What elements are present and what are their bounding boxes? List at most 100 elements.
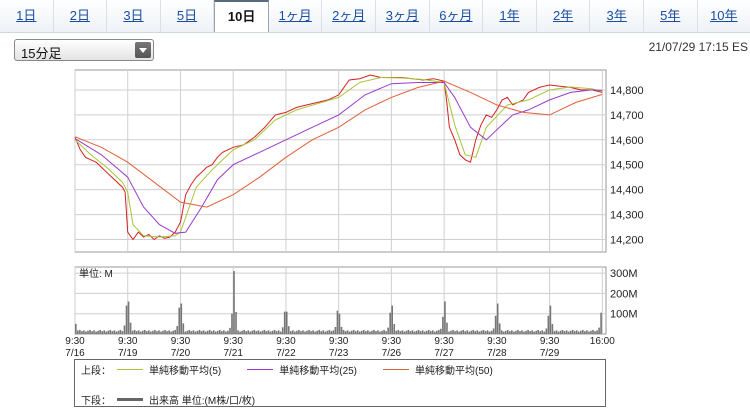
x-tick-date: 7/16 [65, 348, 85, 359]
volume-unit-label: 単位: M [79, 267, 113, 280]
volume-bar [253, 329, 256, 334]
volume-bar [279, 331, 282, 334]
series-line-ma-1 [74, 76, 603, 238]
x-tick-time: 9:30 [276, 336, 296, 347]
volume-bar [577, 331, 580, 334]
chevron-down-icon[interactable] [135, 42, 151, 58]
tab-7[interactable]: 2ヶ月 [322, 0, 377, 32]
volume-bar [247, 330, 250, 334]
volume-bar [174, 329, 177, 334]
legend-swatch-2 [247, 368, 274, 370]
volume-bar [109, 329, 112, 334]
x-tick-time: 9:30 [382, 336, 402, 347]
volume-bar [119, 329, 122, 334]
legend-swatch-3 [383, 368, 410, 370]
volume-bar [251, 330, 254, 334]
volume-bar [178, 307, 181, 334]
tab-6[interactable]: 1ヶ月 [268, 0, 323, 32]
volume-bar [427, 329, 430, 334]
volume-bar [148, 330, 150, 334]
volume-bar [523, 331, 525, 334]
tab-14[interactable]: 10年 [697, 0, 750, 32]
tab-9[interactable]: 6ヶ月 [429, 0, 484, 32]
volume-bar [218, 329, 221, 334]
tab-10[interactable]: 1年 [483, 0, 537, 32]
volume-bar [563, 331, 566, 334]
legend-item-1: 単純移動平均(5) [111, 362, 221, 377]
volume-bar [125, 305, 128, 334]
tab-1[interactable]: 1日 [0, 0, 54, 32]
volume-bar [342, 329, 345, 334]
volume-bar [348, 331, 351, 334]
volume-bar [99, 329, 101, 334]
volume-bar [502, 331, 505, 334]
volume-bar [454, 331, 456, 334]
volume-bar [450, 330, 452, 334]
volume-bar [431, 330, 434, 334]
tab-4[interactable]: 5日 [160, 0, 215, 32]
volume-bar [433, 331, 436, 334]
volume-bar [456, 330, 458, 334]
volume-bar [533, 331, 535, 334]
volume-bar [573, 331, 576, 334]
tab-2[interactable]: 2日 [53, 0, 108, 32]
volume-bar [519, 331, 521, 334]
volume-bar [567, 331, 570, 334]
x-tick-date: 7/29 [540, 348, 560, 359]
volume-bar [255, 331, 258, 334]
price-y-tick-label: 14,600 [610, 135, 644, 147]
volume-bar [83, 330, 85, 334]
tab-5[interactable]: 10日 [214, 0, 269, 32]
volume-bar [275, 331, 278, 334]
volume-bar [561, 329, 564, 334]
volume-bar [373, 329, 375, 334]
volume-bar [555, 330, 558, 334]
volume-bar [571, 329, 574, 334]
tab-8[interactable]: 3ヶ月 [376, 0, 430, 32]
volume-bar [93, 330, 95, 334]
volume-bar [214, 331, 217, 334]
x-tick-date: 7/19 [118, 348, 138, 359]
volume-bar [243, 329, 245, 334]
volume-y-tick-label: 300M [610, 268, 638, 280]
volume-bar [182, 323, 185, 334]
volume-bar [97, 330, 99, 334]
volume-bar [245, 331, 247, 334]
volume-bar [442, 316, 444, 334]
volume-bar [381, 330, 383, 334]
legend-volume-swatch [117, 397, 143, 401]
interval-select[interactable]: 15分足 [14, 39, 154, 61]
volume-bar [470, 330, 473, 334]
volume-bar [204, 331, 207, 334]
volume-bar [265, 331, 268, 334]
interval-select-value: 15分足 [21, 46, 62, 61]
tab-11[interactable]: 2年 [536, 0, 591, 32]
volume-bar [551, 324, 554, 334]
x-tick-time: 9:30 [329, 336, 349, 347]
tab-3[interactable]: 3日 [107, 0, 161, 32]
volume-bar [413, 331, 416, 334]
volume-bar [464, 331, 467, 334]
volume-bar [310, 331, 312, 334]
volume-bar [143, 329, 146, 334]
volume-bar [257, 330, 260, 334]
tab-13[interactable]: 5年 [643, 0, 698, 32]
volume-bar [375, 331, 377, 334]
volume-bar [160, 331, 162, 334]
volume-bar [115, 331, 118, 334]
volume-y-tick-label: 100M [610, 309, 638, 321]
volume-bar [285, 311, 288, 334]
volume-bar [340, 326, 343, 334]
volume-bar [166, 331, 168, 334]
volume-bar [344, 331, 347, 334]
volume-bar [308, 329, 310, 334]
volume-bar [429, 331, 432, 334]
volume-bar [184, 331, 187, 334]
tab-12[interactable]: 3年 [590, 0, 644, 32]
volume-bar [482, 329, 485, 334]
volume-bar [334, 326, 337, 334]
volume-bar [425, 330, 428, 334]
volume-bar [312, 330, 314, 334]
volume-bar [517, 329, 519, 334]
volume-bar [387, 327, 389, 334]
